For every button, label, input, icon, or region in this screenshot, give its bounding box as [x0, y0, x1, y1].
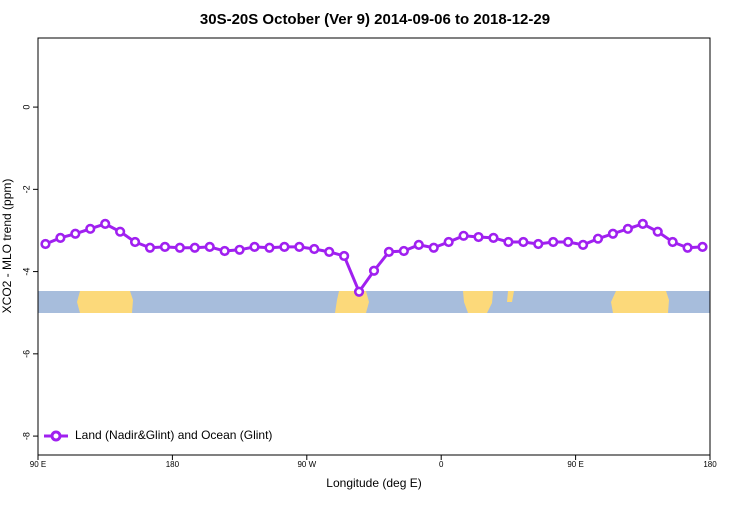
y-tick-label: -6: [21, 350, 31, 358]
legend-marker: [50, 430, 62, 442]
data-point: [622, 223, 633, 234]
data-point: [234, 244, 245, 255]
data-point: [115, 226, 126, 237]
data-point: [428, 242, 439, 253]
data-point: [279, 241, 290, 253]
data-point: [249, 241, 260, 253]
data-point: [577, 239, 589, 250]
data-point: [398, 245, 409, 257]
data-point: [383, 246, 395, 257]
data-point: [563, 236, 574, 248]
data-point: [592, 233, 604, 244]
x-tick-label: 0: [439, 460, 444, 469]
data-point: [488, 232, 499, 243]
data-point: [473, 231, 484, 243]
data-point: [204, 241, 215, 253]
data-point: [518, 236, 529, 248]
data-point: [144, 242, 156, 253]
data-point: [637, 218, 648, 229]
x-tick-label: 90 W: [297, 460, 316, 469]
data-point: [264, 242, 275, 253]
data-point: [548, 236, 559, 248]
y-tick-label: -4: [21, 268, 31, 276]
data-point: [174, 242, 185, 253]
data-point: [353, 286, 365, 297]
y-tick-label: -8: [21, 432, 31, 440]
data-point: [189, 242, 200, 253]
data-point: [40, 238, 51, 250]
data-point: [503, 236, 514, 248]
x-tick-label: 180: [166, 460, 180, 469]
data-point: [219, 245, 230, 257]
series-line: [44, 222, 703, 295]
data-point: [682, 242, 693, 253]
data-point: [607, 228, 619, 239]
legend: Land (Nadir&Glint) and Ocean (Glint): [44, 428, 272, 442]
chart-title: 30S-20S October (Ver 9) 2014-09-06 to 20…: [200, 11, 550, 28]
data-point: [85, 223, 96, 234]
y-tick-label: -2: [21, 185, 31, 193]
land-ocean-strip: [38, 291, 710, 313]
legend-label: Land (Nadir&Glint) and Ocean (Glint): [75, 428, 272, 442]
data-point: [458, 230, 469, 241]
data-point: [100, 218, 111, 229]
y-axis-label: XCO2 - MLO trend (ppm): [0, 179, 14, 314]
data-point: [339, 250, 350, 262]
x-tick-label: 90 E: [30, 460, 46, 469]
data-point: [294, 241, 305, 253]
data-point: [55, 232, 66, 243]
data-point: [159, 241, 171, 253]
data-point: [309, 243, 320, 255]
data-point: [129, 236, 141, 248]
data-point: [70, 228, 81, 239]
data-point: [697, 241, 708, 253]
data-point: [368, 265, 380, 276]
data-point: [533, 238, 544, 250]
plot-frame: [37, 37, 711, 456]
y-tick-label: 0: [21, 105, 31, 110]
data-point: [324, 246, 335, 257]
data-point: [667, 236, 678, 248]
x-tick-label: 180: [703, 460, 717, 469]
data-point: [652, 226, 663, 237]
data-point: [443, 236, 454, 248]
x-tick-label: 90 E: [567, 460, 583, 469]
x-axis-label: Longitude (deg E): [326, 476, 421, 490]
data-point: [413, 239, 424, 250]
